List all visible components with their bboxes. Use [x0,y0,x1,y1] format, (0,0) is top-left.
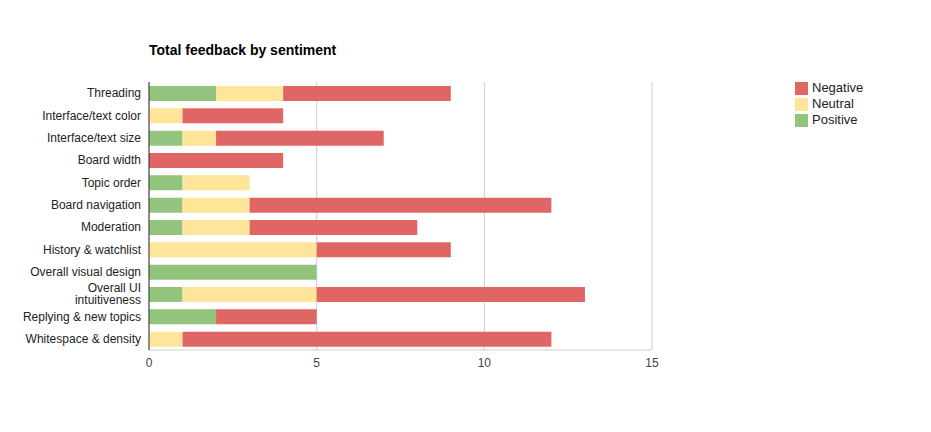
svg-text:Moderation: Moderation [81,220,141,234]
svg-text:Replying & new topics: Replying & new topics [23,310,141,324]
svg-text:10: 10 [478,356,492,370]
svg-text:Board width: Board width [78,153,141,167]
svg-text:Board navigation: Board navigation [51,198,141,212]
svg-text:Topic order: Topic order [82,176,141,190]
svg-text:15: 15 [645,356,659,370]
html-text:Total feedback by sentiment: Total feedback by sentiment [149,42,337,58]
html-text:Positive: Positive [812,112,858,127]
svg-text:Threading: Threading [87,86,141,100]
html-text:Negative: Negative [812,80,864,95]
svg-text:History & watchlist: History & watchlist [43,243,142,257]
svg-text:Whitespace & density: Whitespace & density [26,332,141,346]
svg-text:0: 0 [146,356,153,370]
html-text:Neutral: Neutral [812,96,854,111]
svg-text:Interface/text color: Interface/text color [42,109,141,123]
svg-text:Overall visual design: Overall visual design [30,265,141,279]
svg-text:Interface/text size: Interface/text size [47,131,141,145]
svg-text:Overall UIintuitiveness: Overall UIintuitiveness [75,281,141,307]
svg-text:5: 5 [313,356,320,370]
